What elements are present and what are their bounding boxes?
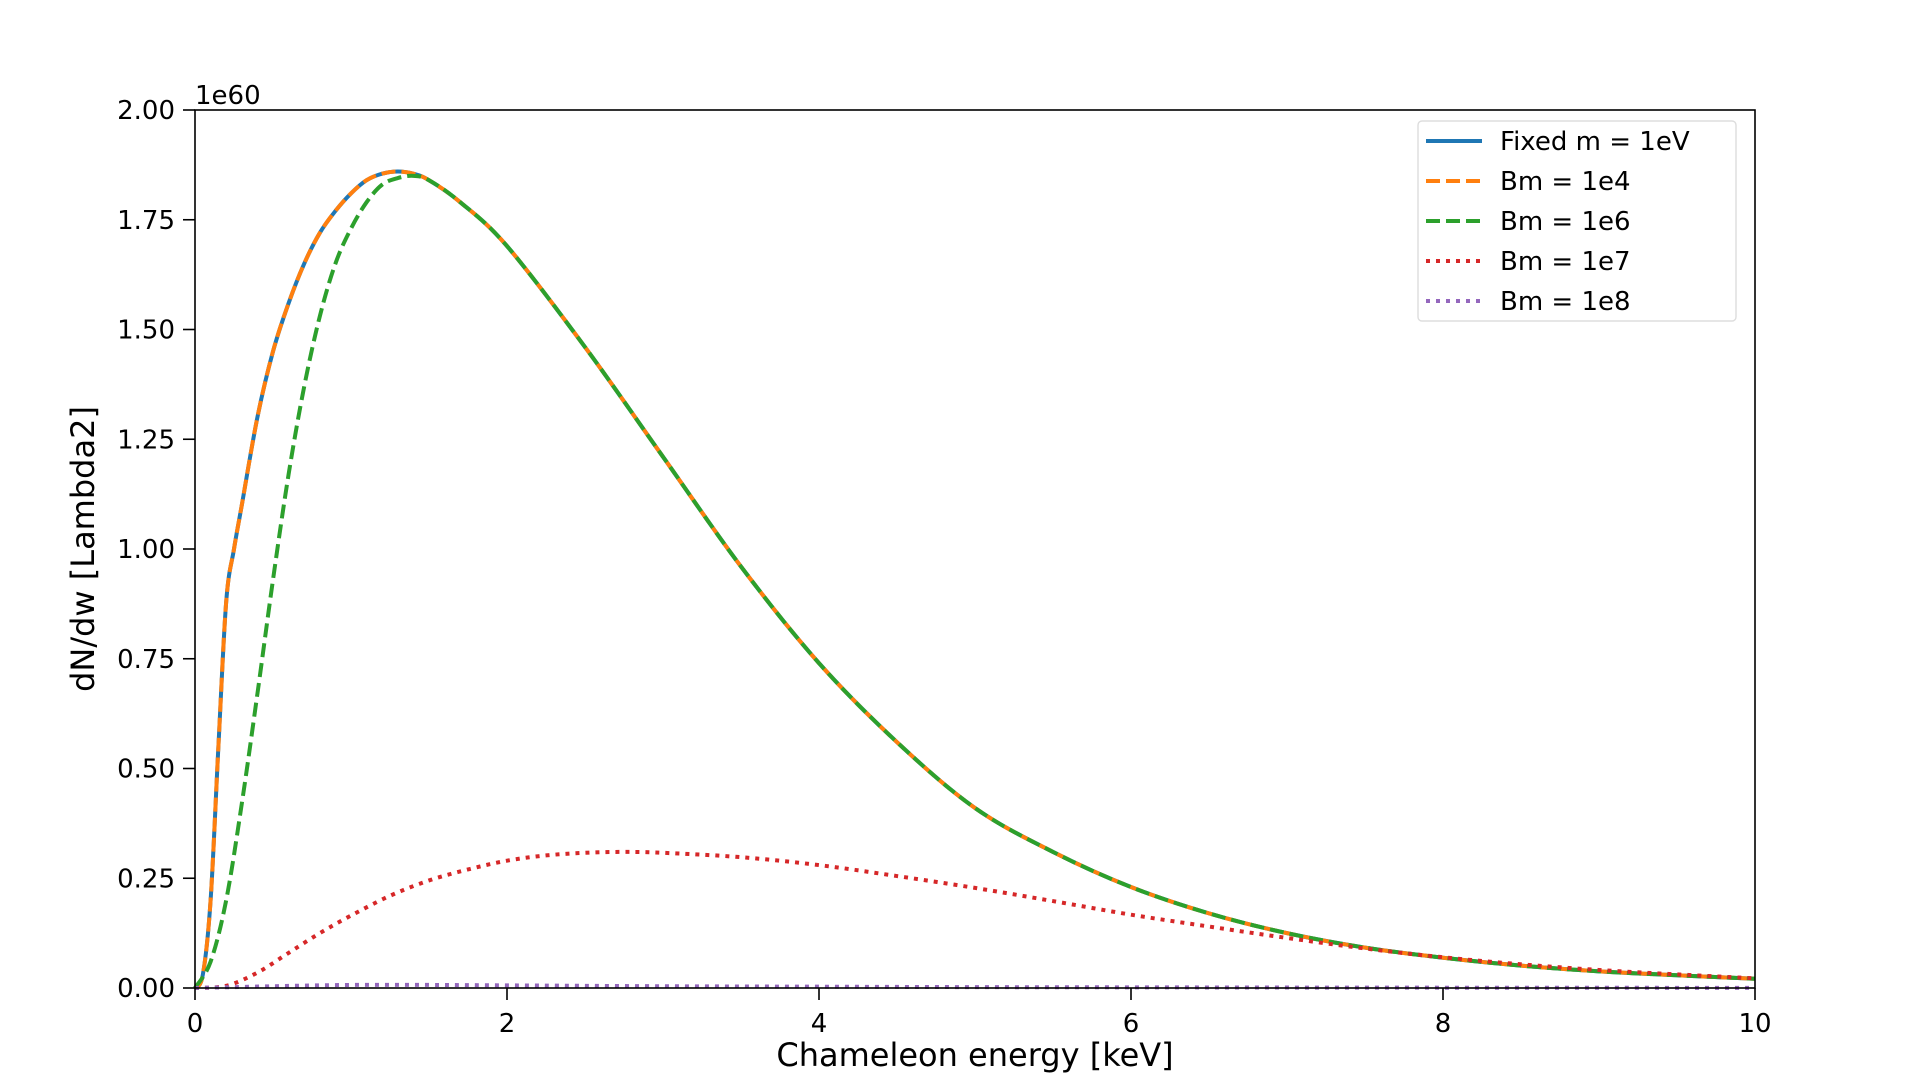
- legend-label: Fixed m = 1eV: [1500, 127, 1690, 157]
- x-tick-label: 4: [811, 1009, 828, 1039]
- x-axis: 0 2 4 6 8 10: [187, 988, 1772, 1039]
- x-tick-label: 0: [187, 1009, 204, 1039]
- series-layer: [193, 169, 1756, 990]
- series-line-3: [193, 173, 1756, 990]
- y-axis: 0.00 0.25 0.50 0.75 1.00 1.25 1.50 1.75 2.00: [117, 96, 195, 1004]
- legend-label: Bm = 1e4: [1500, 167, 1631, 197]
- y-tick-label: 0.75: [117, 645, 175, 675]
- y-tick-label: 1.75: [117, 206, 175, 236]
- x-tick-label: 10: [1738, 1009, 1771, 1039]
- y-tick-label: 1.50: [117, 316, 175, 346]
- y-axis-label: dN/dw [Lambda2]: [64, 406, 102, 692]
- y-tick-label: 0.00: [117, 974, 175, 1004]
- x-tick-label: 8: [1435, 1009, 1452, 1039]
- x-tick-label: 2: [499, 1009, 516, 1039]
- series-line-5: [194, 982, 1756, 990]
- x-tick-label: 6: [1123, 1009, 1140, 1039]
- y-tick-label: 0.50: [117, 755, 175, 785]
- legend: Fixed m = 1eV Bm = 1e4 Bm = 1e6 Bm = 1e7 Bm …: [1417, 120, 1737, 322]
- legend-label: Bm = 1e7: [1500, 247, 1631, 277]
- y-tick-label: 0.25: [117, 864, 175, 894]
- legend-label: Bm = 1e6: [1500, 207, 1631, 237]
- y-tick-label: 2.00: [117, 96, 175, 126]
- y-tick-label: 1.00: [117, 535, 175, 565]
- y-offset-label: 1e60: [195, 81, 261, 111]
- y-tick-label: 1.25: [117, 425, 175, 455]
- legend-box: [1417, 120, 1737, 322]
- x-axis-label: Chameleon energy [keV]: [776, 1036, 1173, 1074]
- legend-label: Bm = 1e8: [1500, 287, 1631, 317]
